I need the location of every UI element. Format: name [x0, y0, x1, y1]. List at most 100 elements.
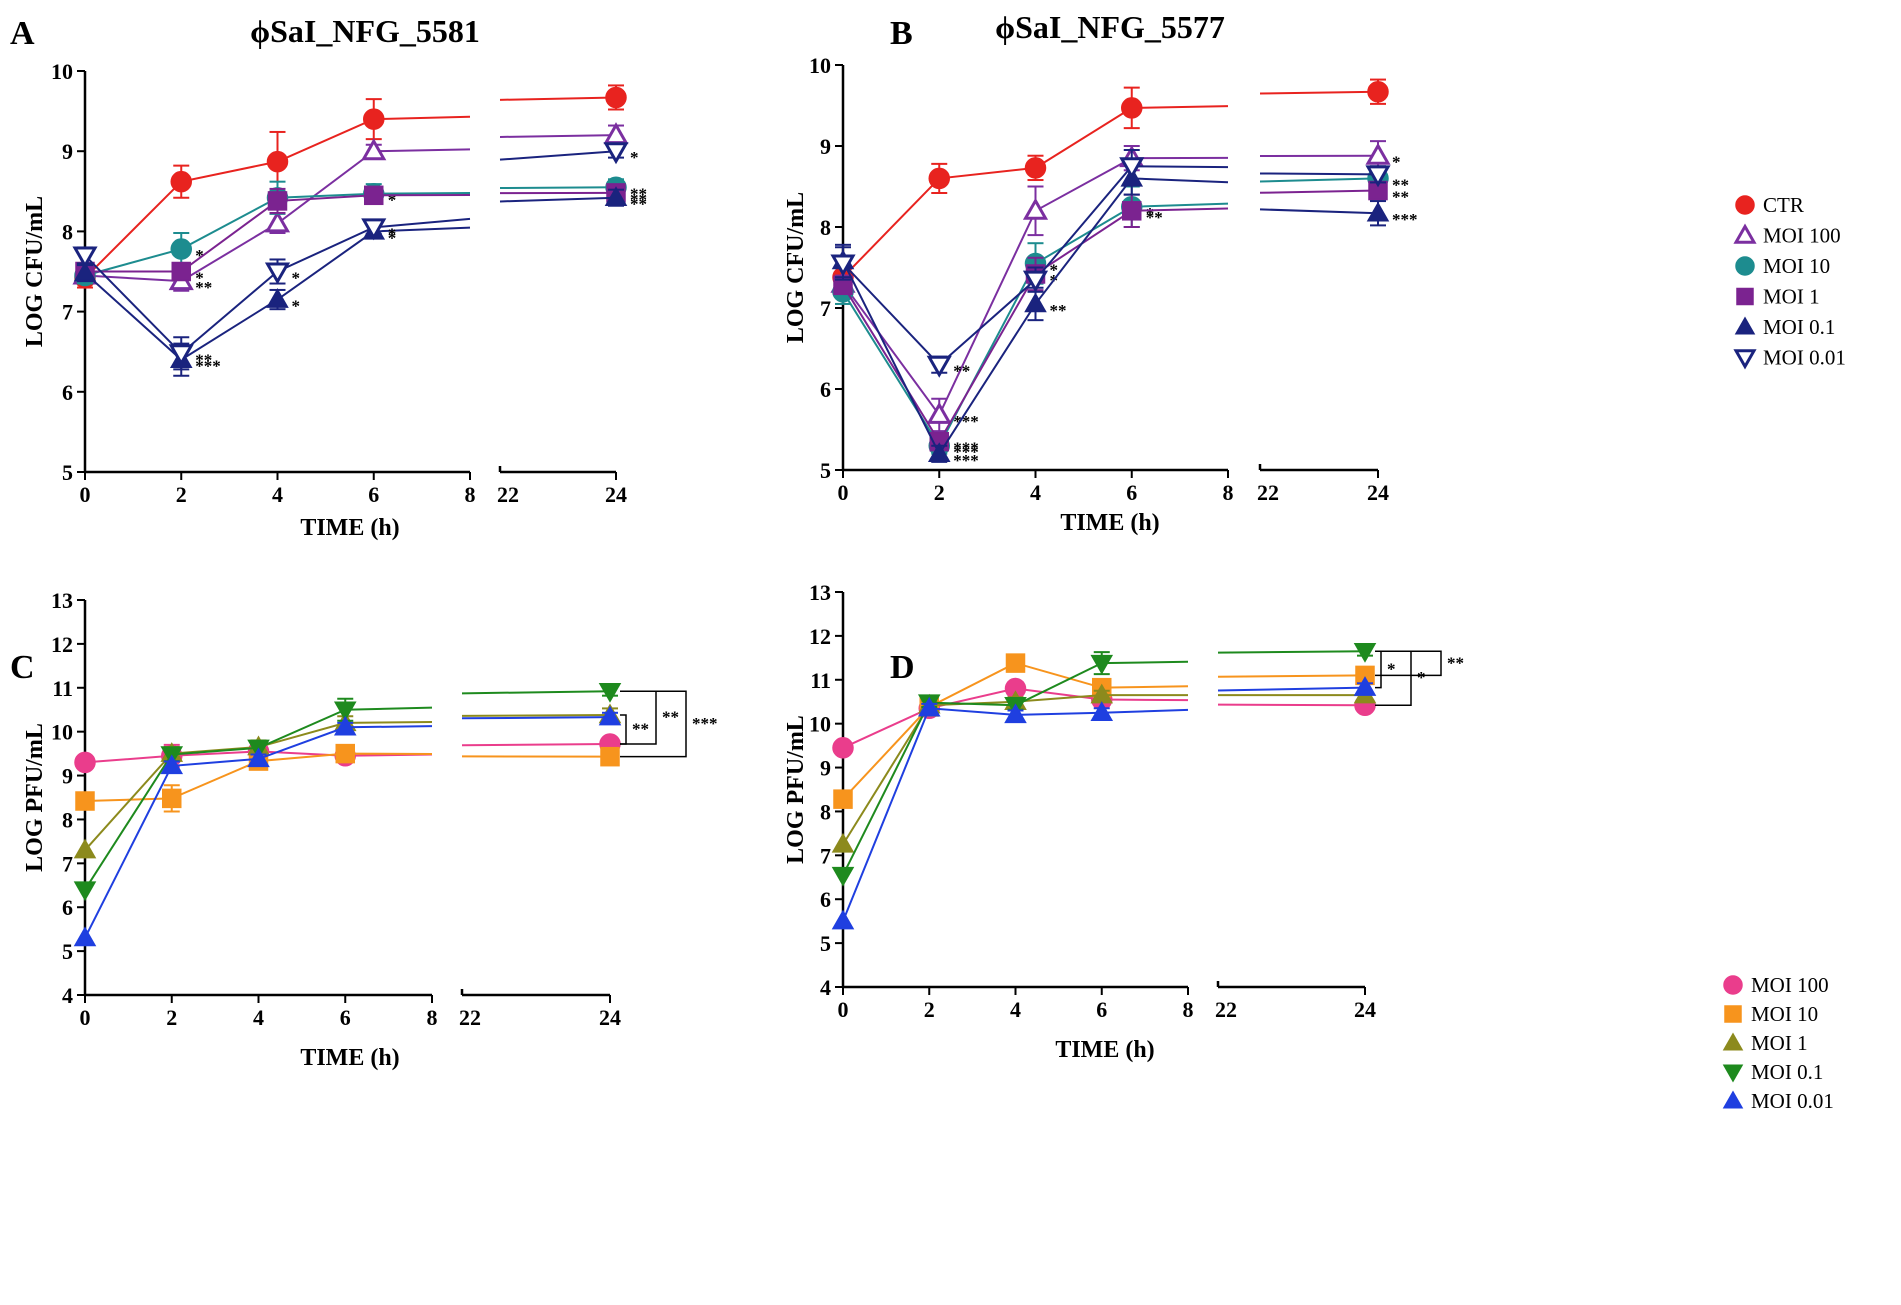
- y-axis-label-a: LOG CFU/mL: [22, 196, 48, 347]
- data-point-a: [603, 142, 629, 165]
- legend-label-b: MOI 100: [1763, 224, 1841, 248]
- significance-label-a: **: [195, 350, 212, 369]
- series-line-b: [1259, 208, 1379, 215]
- data-point-b: [1121, 97, 1143, 119]
- data-point-a: [170, 238, 192, 260]
- data-point-d: [1090, 654, 1114, 675]
- legend-marker-d: [1722, 1090, 1744, 1109]
- data-point-a: [168, 344, 194, 367]
- legend-label-b: MOI 0.01: [1763, 346, 1846, 370]
- y-tick-label-c: 8: [62, 807, 73, 832]
- series-line-d: [1217, 686, 1366, 692]
- data-point-c: [598, 705, 622, 726]
- data-point-b: [1022, 270, 1049, 293]
- significance-label-a: *: [388, 224, 397, 243]
- series-line-c: [461, 690, 611, 695]
- data-point-a: [266, 150, 289, 173]
- legend-marker-d: [1723, 975, 1743, 995]
- legend-marker-b: [1735, 256, 1755, 276]
- data-point-a: [72, 246, 98, 269]
- legend-marker-b: [1733, 223, 1757, 244]
- legend-marker-b: [1736, 287, 1754, 306]
- x-tick-label-d: 0: [838, 997, 849, 1022]
- data-point-a: [266, 288, 289, 308]
- data-point-b: [1365, 142, 1391, 165]
- significance-label-b: **: [1392, 175, 1409, 194]
- data-point-c: [75, 791, 95, 811]
- significance-label-b: *: [1392, 153, 1401, 172]
- series-line-a: [84, 217, 471, 355]
- legend-d: MOI 100 MOI 10 MOI 1 MOI 0.1 MOI 0.01: [1722, 973, 1834, 1113]
- significance-label-b: ***: [1392, 210, 1418, 229]
- series-line-b: [1259, 90, 1379, 95]
- data-point-b: [1024, 292, 1047, 313]
- legend-b: CTR MOI 100 MOI 10 MOI 1 MOI 0.1 MOI 0.01: [1733, 193, 1846, 370]
- significance-label-b: *: [1050, 260, 1059, 279]
- significance-label-b: **: [1392, 188, 1409, 207]
- data-point-c: [335, 743, 355, 764]
- series-line-a: [499, 150, 617, 161]
- y-tick-label-b: 10: [809, 53, 831, 78]
- data-point-c: [160, 754, 184, 775]
- x-axis-label-b: TIME (h): [1060, 510, 1159, 536]
- data-point-b: [1365, 165, 1391, 188]
- series-line-b: [1259, 172, 1379, 176]
- legend-label-b: MOI 1: [1763, 285, 1820, 309]
- data-point-d: [1004, 703, 1027, 724]
- x-tick-label-c: 8: [427, 1005, 438, 1030]
- legend-marker-d: [1724, 1005, 1742, 1023]
- y-tick-label-c: 9: [62, 764, 73, 789]
- y-tick-label-a: 10: [51, 59, 73, 84]
- y-axis-label-d: LOG PFU/mL: [783, 715, 809, 864]
- x-tick-label-b: 2: [934, 480, 945, 505]
- significance-label-b: ***: [953, 439, 979, 458]
- y-tick-label-d: 8: [820, 799, 831, 824]
- data-point-d: [917, 696, 941, 717]
- data-point-d: [1353, 676, 1377, 696]
- series-line-a: [499, 134, 617, 138]
- x-tick-label-b: 0: [838, 480, 849, 505]
- legend-marker-b: [1734, 316, 1756, 335]
- data-point-c: [74, 751, 96, 774]
- data-point-a: [364, 185, 384, 206]
- series-line-d: [1217, 650, 1366, 654]
- legend-label-b: MOI 0.1: [1763, 315, 1835, 339]
- x-tick-label-c: 4: [253, 1005, 264, 1030]
- data-point-b: [830, 254, 856, 277]
- data-point-b: [926, 355, 952, 378]
- data-point-c: [73, 881, 97, 902]
- y-tick-label-d: 6: [820, 887, 831, 912]
- x-tick-label-b: 4: [1030, 480, 1041, 505]
- data-point-c: [333, 715, 357, 736]
- legend-marker-b: [1735, 195, 1755, 215]
- series-line-c: [461, 742, 611, 747]
- y-tick-label-c: 10: [51, 720, 73, 745]
- y-tick-label-a: 6: [62, 380, 73, 405]
- y-tick-label-d: 13: [809, 580, 831, 605]
- series-line-c: [461, 716, 611, 720]
- x-tick-label-c: 2: [166, 1005, 177, 1030]
- significance-label-a: *: [292, 297, 301, 316]
- data-point-b: [928, 167, 950, 190]
- data-point-d: [832, 737, 854, 759]
- y-tick-label-c: 5: [62, 939, 73, 964]
- y-tick-label-d: 4: [820, 975, 831, 1000]
- panel-letter-a: A: [10, 15, 35, 52]
- x-tick-label-d: 2: [924, 997, 935, 1022]
- significance-label-a: ***: [195, 357, 221, 376]
- significance-label-a: *: [388, 191, 397, 210]
- data-point-a: [361, 218, 387, 241]
- series-line-d: [842, 707, 1189, 922]
- data-point-c: [247, 747, 270, 768]
- x-tick-label-c: 22: [459, 1005, 481, 1030]
- significance-bracket-d: [1375, 650, 1442, 677]
- x-tick-label-a: 2: [176, 482, 187, 507]
- y-tick-label-d: 5: [820, 931, 831, 956]
- y-tick-label-c: 11: [52, 676, 73, 701]
- x-tick-label-d: 22: [1215, 997, 1237, 1022]
- significance-label-d: *: [1417, 668, 1426, 687]
